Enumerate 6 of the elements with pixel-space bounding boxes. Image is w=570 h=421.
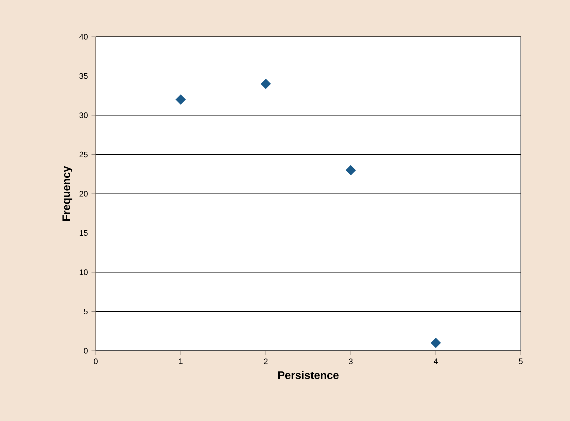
point xyxy=(176,94,186,105)
point xyxy=(346,165,356,176)
point xyxy=(430,338,442,348)
x-axis-title: Persistence xyxy=(278,371,339,380)
y-axis-title: Frequency xyxy=(62,166,73,221)
point xyxy=(260,78,272,90)
